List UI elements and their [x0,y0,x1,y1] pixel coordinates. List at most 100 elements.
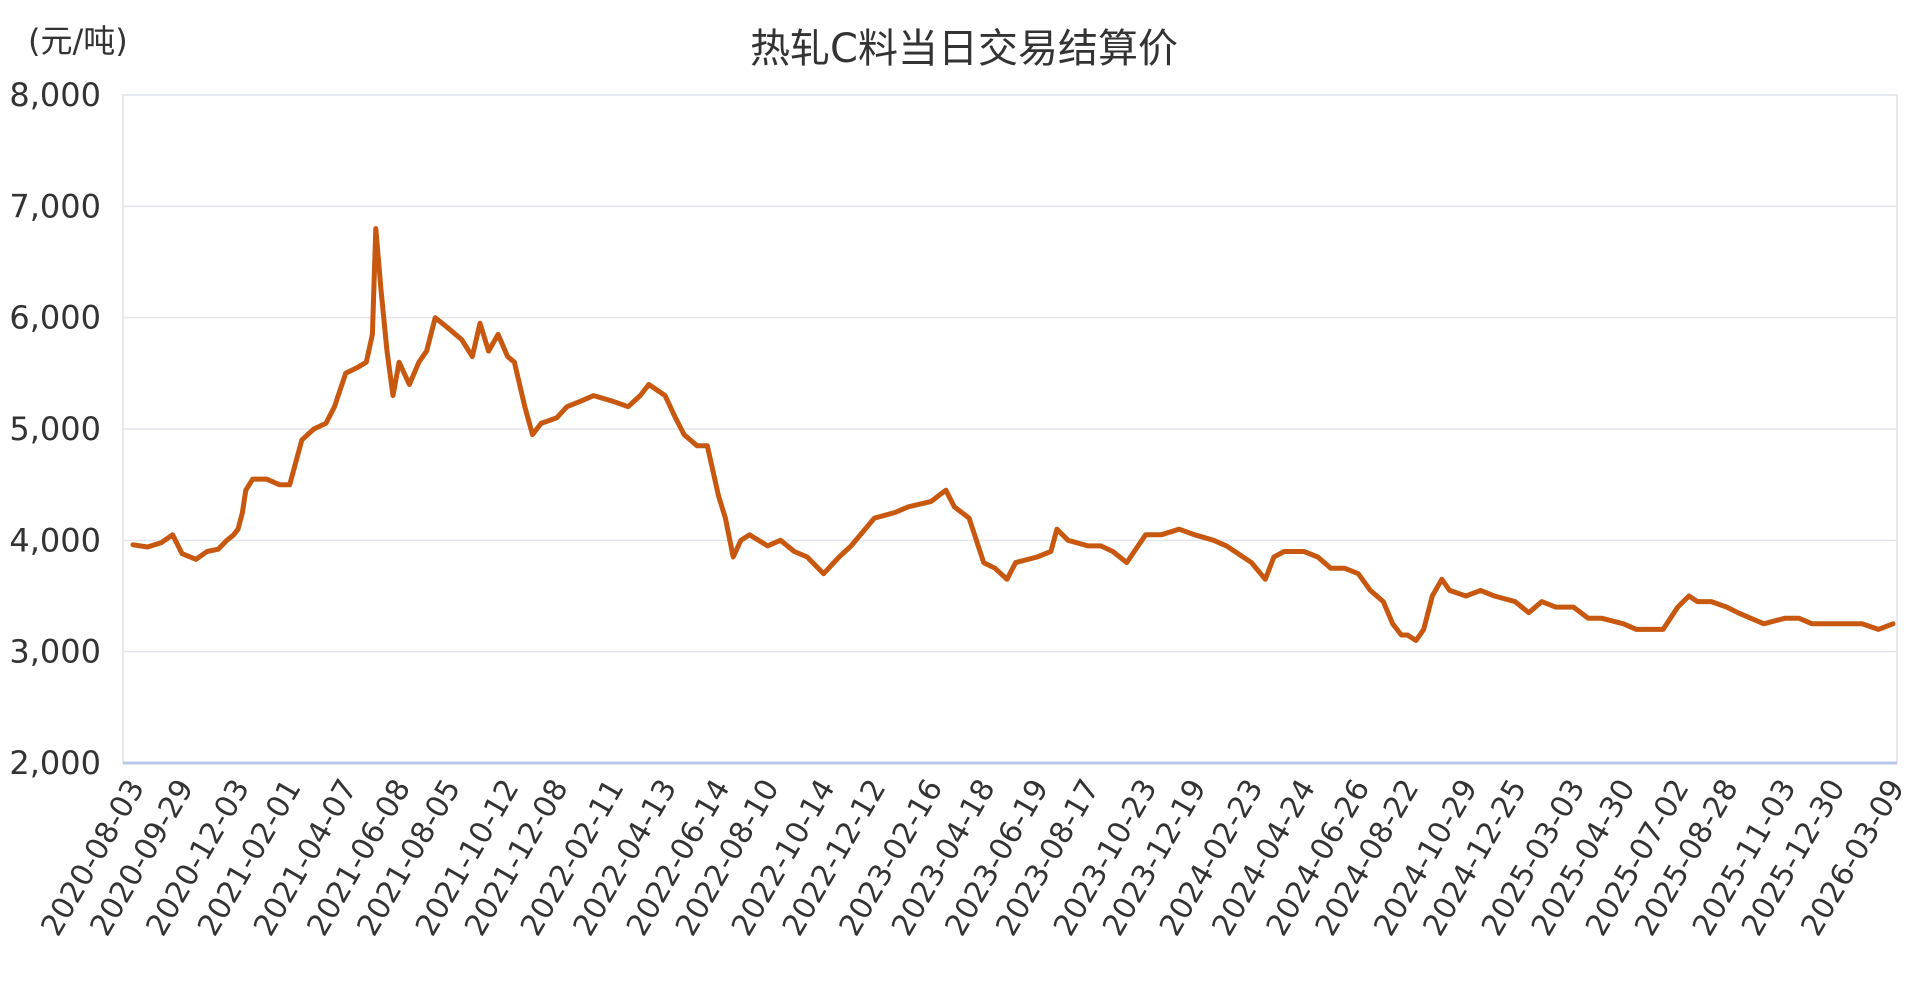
data-point [1160,534,1162,536]
data-point [531,434,534,436]
data-point [838,556,840,558]
data-point [1415,639,1417,642]
data-point [1283,550,1285,553]
unit-label: (元/吨) [28,22,128,60]
chart-title: 热轧C料当日交易结算价 [750,26,1178,72]
series-line [130,226,1896,643]
data-point [1763,623,1765,625]
data-point [392,395,394,397]
data-point [612,400,614,402]
data-point [333,406,336,408]
data-point [648,383,650,386]
y-tick-label: 8,000 [9,76,101,114]
data-point [1601,617,1603,619]
data-point [278,484,280,486]
data-point [1100,545,1102,547]
y-tick-label: 4,000 [9,521,101,559]
data-point [717,495,720,497]
data-point [1145,534,1147,536]
data-point [1662,628,1664,631]
data-point [706,445,708,447]
data-point [1036,556,1038,558]
data-point [683,434,685,436]
data-point [371,333,373,335]
data-point [1846,623,1848,625]
data-point [1382,601,1384,603]
data-point [696,445,698,447]
data-point [1635,628,1637,631]
data-point [524,406,526,408]
data-point [1449,589,1451,592]
data-point [1798,617,1800,619]
data-point [479,322,481,324]
data-point [1303,550,1305,553]
data-point [1528,612,1530,614]
data-point [1677,606,1679,608]
data-point [1441,578,1443,580]
data-point [386,350,388,352]
data-point [365,361,367,363]
y-tick-label: 6,000 [9,299,101,337]
y-axis-ticks: 2,000 3,000 4,000 5,000 6,000 7,000 8,000 [9,76,101,782]
data-point [1317,556,1319,558]
data-point [1587,617,1589,619]
data-point [1737,612,1739,614]
data-point [793,550,795,553]
data-point [873,517,876,519]
data-point [398,361,400,363]
data-point [724,517,727,519]
data-point [850,545,852,547]
data-point [1330,567,1332,569]
data-point [566,406,568,408]
data-point [639,395,641,397]
data-point [289,484,291,486]
data-point [748,534,751,536]
data-point [1194,534,1196,536]
data-point [556,417,558,419]
data-point [1126,562,1128,564]
data-point [252,478,254,480]
data-point [907,506,909,508]
data-point [301,439,303,441]
y-tick-label: 5,000 [9,410,101,448]
data-point [345,372,347,374]
data-point [195,558,197,560]
data-point [1892,623,1894,625]
data-point [1833,623,1835,625]
data-point [732,556,734,558]
data-point [1622,623,1625,625]
data-point [593,395,595,397]
data-point [1400,634,1402,636]
grid-layer [122,94,1898,765]
data-point [233,534,235,536]
data-point [674,417,677,419]
data-point [930,500,932,502]
data-point [1357,573,1359,575]
data-point [497,333,499,335]
data-point [1273,556,1275,558]
data-point [1750,617,1752,619]
data-point [983,562,985,564]
data-point [507,356,509,358]
data-point [1541,601,1543,603]
data-point [779,539,782,541]
data-point [132,544,134,546]
data-point [540,422,542,424]
data-point [1369,589,1371,592]
data-point [181,553,183,555]
data-point [1406,634,1408,636]
data-point [426,350,428,352]
data-point [1225,545,1228,547]
data-point [1056,528,1058,530]
data-point [945,489,947,491]
data-point [241,511,243,514]
data-point [461,339,463,341]
data-point [1572,606,1575,608]
data-point [1343,567,1346,569]
series-layer [130,226,1896,643]
data-point [767,545,769,547]
data-point [1050,550,1052,553]
data-point [1493,595,1495,597]
data-point [1015,562,1017,564]
